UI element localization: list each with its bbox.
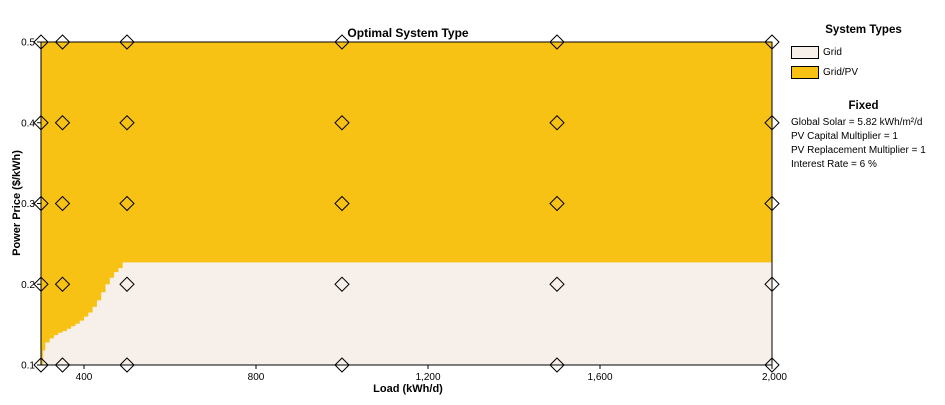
sample-point-4-4: [549, 34, 565, 50]
legend-label-grid: Grid: [823, 46, 842, 58]
sample-point-4-1: [549, 276, 565, 292]
sample-point-1-0: [54, 357, 71, 373]
side-panel: System Types Grid Grid/PV Fixed Global S…: [786, 24, 941, 172]
legend-label-grid-pv: Grid/PV: [823, 66, 859, 78]
fixed-global-solar: Global Solar = 5.82 kWh/m²/d: [791, 117, 923, 128]
legend-swatch-grid: [791, 45, 819, 59]
x-tick-label-4: 2,000: [762, 372, 787, 383]
fixed-pv-replacement-multiplier: PV Replacement Multiplier = 1: [791, 145, 926, 156]
y-tick-label-2: 0.3: [21, 199, 35, 210]
sample-point-4-2: [549, 195, 565, 212]
x-axis: 400 800 1,200 1,600 2,000: [76, 365, 787, 383]
sample-point-2-2: [119, 195, 135, 212]
sample-point-2-4: [119, 34, 135, 50]
y-axis-label: Power Price ($/kWh): [11, 150, 23, 256]
sample-point-2-3: [119, 115, 135, 131]
x-axis-label: Load (kWh/d): [373, 383, 443, 395]
sample-point-3-2: [334, 195, 350, 212]
y-axis: 0.1 0.2 0.3 0.4 0.5: [21, 38, 41, 372]
sample-point-3-4: [334, 34, 350, 50]
fixed-interest-rate: Interest Rate = 6 %: [791, 159, 877, 170]
sample-point-3-3: [334, 115, 350, 131]
sample-point-3-0: [334, 357, 350, 373]
sample-point-2-1: [119, 276, 135, 292]
x-tick-label-3: 1,600: [587, 372, 612, 383]
x-tick-label-2: 1,200: [415, 372, 440, 383]
plot-area: [33, 34, 780, 373]
sample-point-3-1: [334, 276, 350, 292]
y-tick-label-3: 0.4: [21, 118, 35, 129]
region-grid: [41, 262, 772, 365]
sample-point-1-3: [54, 115, 71, 131]
chart-title: Optimal System Type: [347, 26, 468, 40]
x-tick-label-1: 800: [248, 372, 265, 383]
sample-point-5-0: [764, 357, 780, 373]
y-tick-label-4: 0.5: [21, 38, 35, 49]
sample-point-1-1: [54, 276, 71, 292]
y-tick-label-0: 0.1: [21, 361, 35, 372]
sample-point-0-0: [33, 357, 49, 373]
sample-point-1-4: [54, 34, 71, 50]
legend-item-grid-pv: Grid/PV: [791, 62, 941, 82]
sample-point-4-3: [549, 115, 565, 131]
sample-point-4-0: [549, 357, 565, 373]
sample-point-2-0: [119, 357, 135, 373]
legend-heading: System Types: [825, 24, 902, 36]
fixed-heading: Fixed: [848, 100, 879, 112]
legend-swatch-grid-pv: [791, 65, 819, 79]
fixed-pv-capital-multiplier: PV Capital Multiplier = 1: [791, 131, 898, 142]
legend-item-grid: Grid: [791, 42, 941, 62]
x-tick-label-0: 400: [76, 372, 93, 383]
y-tick-label-1: 0.2: [21, 280, 35, 291]
sample-point-1-2: [54, 195, 71, 212]
